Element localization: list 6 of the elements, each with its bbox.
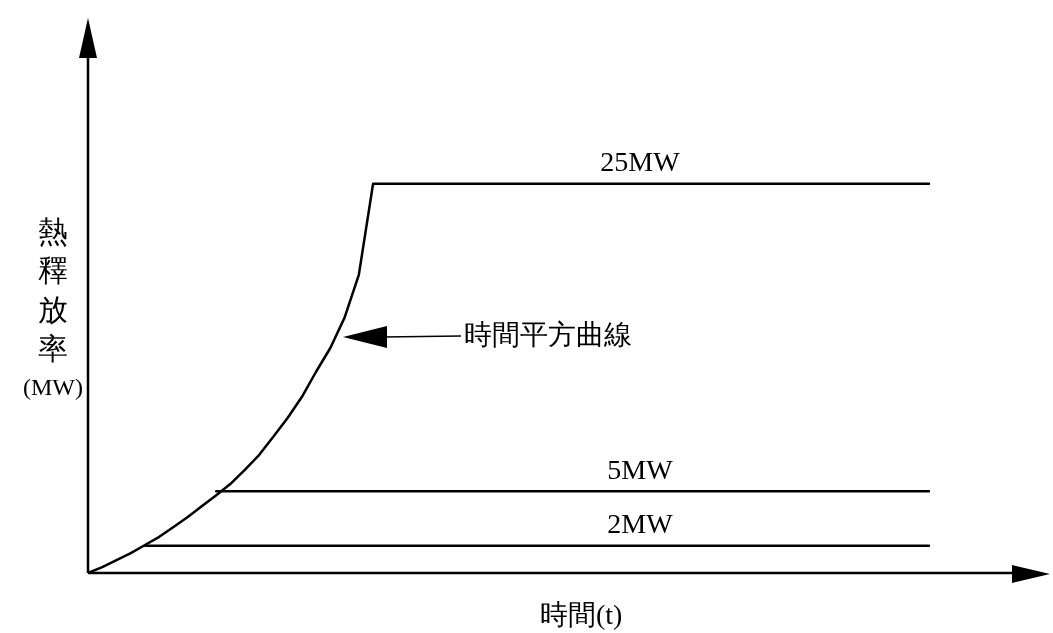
annotation: 5MW [607,453,674,485]
annotation: 時間平方曲線 [464,319,633,351]
annotation: 25MW [600,146,681,178]
x-axis-title: 時間(t) [540,598,623,632]
y-axis-title: 熱釋放率(MW) [22,214,84,402]
annotation: 2MW [607,508,674,540]
